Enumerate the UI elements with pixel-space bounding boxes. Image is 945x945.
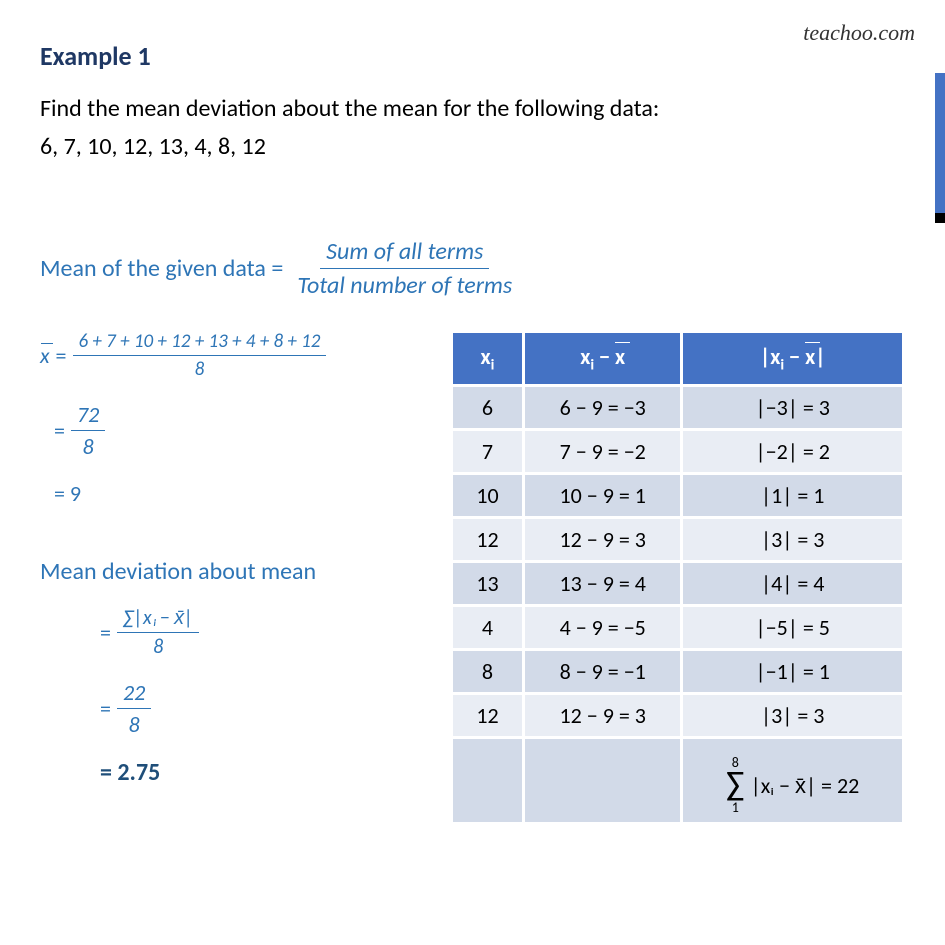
cell-xi: 12 <box>452 694 524 738</box>
example-title: Example 1 <box>40 40 905 72</box>
table-row: 66 − 9 = −3|−3| = 3 <box>452 386 904 430</box>
md-step-2: = 22 8 <box>40 679 420 738</box>
table-sum-row: 8∑1|xᵢ − x̄| = 22 <box>452 738 904 824</box>
cell-diff: 12 − 9 = 3 <box>523 694 681 738</box>
cell-abs: |−5| = 5 <box>682 606 904 650</box>
calc-step-3: = 9 <box>40 480 420 507</box>
problem-statement: Find the mean deviation about the mean f… <box>40 90 905 167</box>
mean-formula: Mean of the given data = Sum of all term… <box>40 237 518 300</box>
accent-bar <box>935 73 945 213</box>
mean-deviation-heading: Mean deviation about mean <box>40 557 420 586</box>
table-row: 77 − 9 = −2|−2| = 2 <box>452 430 904 474</box>
md-fraction-1: ∑|xᵢ − x̄| 8 <box>117 606 199 659</box>
cell-abs: |3| = 3 <box>682 694 904 738</box>
cell-xi: 4 <box>452 606 524 650</box>
cell-diff: 10 − 9 = 1 <box>523 474 681 518</box>
cell-abs: |1| = 1 <box>682 474 904 518</box>
table-row: 1212 − 9 = 3|3| = 3 <box>452 694 904 738</box>
cell-diff: 8 − 9 = −1 <box>523 650 681 694</box>
cell-abs: |4| = 4 <box>682 562 904 606</box>
cell-diff: 7 − 9 = −2 <box>523 430 681 474</box>
equals: = <box>56 342 67 369</box>
mean-formula-numerator: Sum of all terms <box>320 237 489 269</box>
table-header-abs: |xi − x| <box>682 331 904 385</box>
mean-formula-fraction: Sum of all terms Total number of terms <box>291 237 518 300</box>
calc-step-1: x = 6 + 7 + 10 + 12 + 13 + 4 + 8 + 12 8 <box>40 330 420 381</box>
cell-empty <box>452 738 524 824</box>
calc-fraction-2: 72 8 <box>71 401 105 460</box>
cell-diff: 4 − 9 = −5 <box>523 606 681 650</box>
cell-xi: 12 <box>452 518 524 562</box>
md-final: = 2.75 <box>40 758 420 787</box>
cell-abs: |−2| = 2 <box>682 430 904 474</box>
calc-den-1: 8 <box>189 356 211 381</box>
cell-abs: |3| = 3 <box>682 518 904 562</box>
cell-xi: 8 <box>452 650 524 694</box>
table-row: 1212 − 9 = 3|3| = 3 <box>452 518 904 562</box>
cell-xi: 10 <box>452 474 524 518</box>
table-row: 44 − 9 = −5|−5| = 5 <box>452 606 904 650</box>
table-row: 1313 − 9 = 4|4| = 4 <box>452 562 904 606</box>
table-row: 1010 − 9 = 1|1| = 1 <box>452 474 904 518</box>
md-step-1: = ∑|xᵢ − x̄| 8 <box>40 606 420 659</box>
equals: = <box>100 619 111 646</box>
md-fraction-2: 22 8 <box>117 679 151 738</box>
cell-empty <box>523 738 681 824</box>
problem-line-2: 6, 7, 10, 12, 13, 4, 8, 12 <box>40 128 905 166</box>
md-num-2: 22 <box>117 679 151 709</box>
left-column: x = 6 + 7 + 10 + 12 + 13 + 4 + 8 + 12 8 … <box>40 330 420 825</box>
xbar-symbol: x <box>40 342 50 369</box>
equals: = <box>100 695 111 722</box>
equals: = <box>54 417 65 444</box>
calc-fraction-1: 6 + 7 + 10 + 12 + 13 + 4 + 8 + 12 8 <box>73 330 327 381</box>
cell-abs: |−1| = 1 <box>682 650 904 694</box>
content-row: x = 6 + 7 + 10 + 12 + 13 + 4 + 8 + 12 8 … <box>40 330 905 825</box>
table-row: 88 − 9 = −1|−1| = 1 <box>452 650 904 694</box>
table-header-row: xi xi − x |xi − x| <box>452 331 904 385</box>
mean-formula-label: Mean of the given data = <box>40 254 283 283</box>
table-header-xi: xi <box>452 331 524 385</box>
calc-step-2: = 72 8 <box>40 401 420 460</box>
cell-xi: 7 <box>452 430 524 474</box>
md-den-2: 8 <box>123 709 146 738</box>
deviation-table: xi xi − x |xi − x| 66 − 9 = −3|−3| = 377… <box>450 330 905 825</box>
md-num-1: ∑|xᵢ − x̄| <box>117 606 199 633</box>
cell-xi: 13 <box>452 562 524 606</box>
table-header-diff: xi − x <box>523 331 681 385</box>
md-den-1: 8 <box>147 633 169 659</box>
watermark: teachoo.com <box>803 20 915 46</box>
cell-abs: |−3| = 3 <box>682 386 904 430</box>
mean-formula-denominator: Total number of terms <box>291 269 518 300</box>
calc-num-1: 6 + 7 + 10 + 12 + 13 + 4 + 8 + 12 <box>73 330 327 356</box>
cell-diff: 12 − 9 = 3 <box>523 518 681 562</box>
cell-sum: 8∑1|xᵢ − x̄| = 22 <box>682 738 904 824</box>
problem-line-1: Find the mean deviation about the mean f… <box>40 90 905 128</box>
cell-diff: 6 − 9 = −3 <box>523 386 681 430</box>
cell-xi: 6 <box>452 386 524 430</box>
calc-num-2: 72 <box>71 401 105 431</box>
accent-bar-black <box>935 213 945 223</box>
calc-den-2: 8 <box>77 431 100 460</box>
cell-diff: 13 − 9 = 4 <box>523 562 681 606</box>
